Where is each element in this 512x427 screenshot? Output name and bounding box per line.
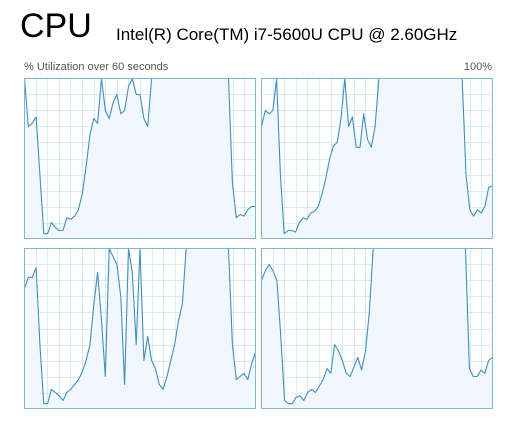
cpu-core-graph-0-svg bbox=[24, 78, 256, 239]
graph-border bbox=[261, 248, 493, 409]
cpu-model-name: Intel(R) Core(TM) i7-5600U CPU @ 2.60GHz bbox=[116, 25, 458, 44]
utilization-label: % Utilization over 60 seconds bbox=[24, 61, 169, 73]
utilization-area bbox=[24, 78, 256, 239]
cpu-core-graph-3 bbox=[261, 248, 493, 409]
cpu-core-graph-1-svg bbox=[261, 78, 493, 239]
cpu-title: CPU bbox=[20, 7, 92, 45]
graph-border bbox=[24, 248, 256, 409]
utilization-area bbox=[261, 248, 493, 409]
cpu-core-graph-0 bbox=[24, 78, 256, 239]
cpu-core-graph-1 bbox=[261, 78, 493, 239]
cpu-core-graph-2-svg bbox=[24, 248, 256, 409]
utilization-area bbox=[24, 248, 256, 409]
utilization-max-label: 100% bbox=[463, 61, 492, 73]
graph-border bbox=[24, 78, 256, 239]
graph-border bbox=[261, 78, 493, 239]
cpu-core-graph-2 bbox=[24, 248, 256, 409]
utilization-area bbox=[261, 78, 493, 239]
cpu-core-graph-3-svg bbox=[261, 248, 493, 409]
